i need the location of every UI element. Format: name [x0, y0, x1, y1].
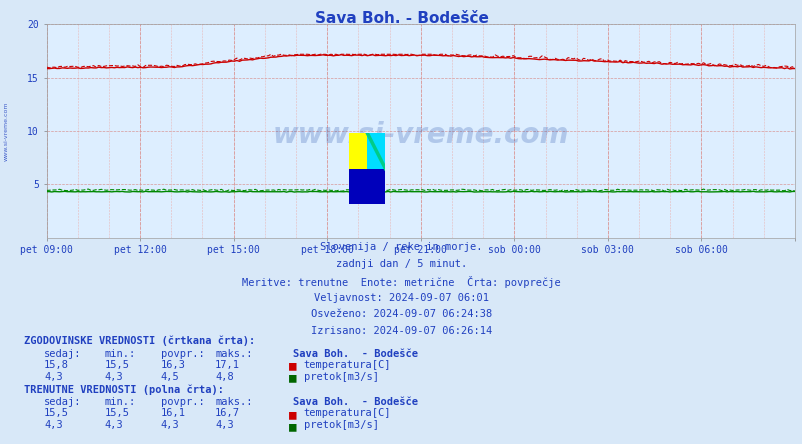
Text: 16,7: 16,7: [215, 408, 240, 419]
Text: zadnji dan / 5 minut.: zadnji dan / 5 minut.: [335, 259, 467, 269]
Text: min.:: min.:: [104, 397, 136, 408]
Text: pretok[m3/s]: pretok[m3/s]: [303, 420, 378, 431]
Text: Izrisano: 2024-09-07 06:26:14: Izrisano: 2024-09-07 06:26:14: [310, 326, 492, 337]
Text: www.si-vreme.com: www.si-vreme.com: [272, 121, 569, 149]
Text: 4,3: 4,3: [44, 420, 63, 431]
Text: Sava Boh.  - Bodešče: Sava Boh. - Bodešče: [293, 397, 418, 408]
Text: 4,5: 4,5: [160, 372, 179, 382]
Text: 15,5: 15,5: [104, 360, 129, 370]
Text: Sava Boh.  - Bodešče: Sava Boh. - Bodešče: [293, 349, 418, 359]
Bar: [367, 133, 385, 169]
Text: temperatura[C]: temperatura[C]: [303, 360, 391, 370]
Text: sedaj:: sedaj:: [44, 349, 82, 359]
Text: 17,1: 17,1: [215, 360, 240, 370]
Text: 15,5: 15,5: [44, 408, 69, 419]
Text: Veljavnost: 2024-09-07 06:01: Veljavnost: 2024-09-07 06:01: [314, 293, 488, 303]
Text: povpr.:: povpr.:: [160, 397, 204, 408]
Text: 16,3: 16,3: [160, 360, 185, 370]
Text: ■: ■: [289, 372, 296, 385]
Text: ■: ■: [289, 408, 296, 421]
Text: TRENUTNE VREDNOSTI (polna črta):: TRENUTNE VREDNOSTI (polna črta):: [24, 384, 224, 395]
Text: 4,3: 4,3: [215, 420, 233, 431]
Text: ■: ■: [289, 360, 296, 373]
Text: ZGODOVINSKE VREDNOSTI (črtkana črta):: ZGODOVINSKE VREDNOSTI (črtkana črta):: [24, 335, 255, 346]
Text: Meritve: trenutne  Enote: metrične  Črta: povprečje: Meritve: trenutne Enote: metrične Črta: …: [242, 276, 560, 288]
Text: www.si-vreme.com: www.si-vreme.com: [4, 101, 9, 161]
Text: 4,3: 4,3: [44, 372, 63, 382]
Text: povpr.:: povpr.:: [160, 349, 204, 359]
Text: 4,8: 4,8: [215, 372, 233, 382]
Bar: [349, 169, 385, 204]
Text: 15,8: 15,8: [44, 360, 69, 370]
Text: 4,3: 4,3: [160, 420, 179, 431]
Text: ■: ■: [289, 420, 296, 433]
Text: temperatura[C]: temperatura[C]: [303, 408, 391, 419]
Text: Slovenija / reke in morje.: Slovenija / reke in morje.: [320, 242, 482, 252]
Text: pretok[m3/s]: pretok[m3/s]: [303, 372, 378, 382]
Text: 16,1: 16,1: [160, 408, 185, 419]
Text: maks.:: maks.:: [215, 349, 253, 359]
Text: Osveženo: 2024-09-07 06:24:38: Osveženo: 2024-09-07 06:24:38: [310, 309, 492, 320]
Text: sedaj:: sedaj:: [44, 397, 82, 408]
Text: Sava Boh. - Bodešče: Sava Boh. - Bodešče: [314, 11, 488, 26]
Text: 4,3: 4,3: [104, 372, 123, 382]
Text: 4,3: 4,3: [104, 420, 123, 431]
Text: min.:: min.:: [104, 349, 136, 359]
Bar: [349, 133, 367, 169]
Text: 15,5: 15,5: [104, 408, 129, 419]
Text: maks.:: maks.:: [215, 397, 253, 408]
